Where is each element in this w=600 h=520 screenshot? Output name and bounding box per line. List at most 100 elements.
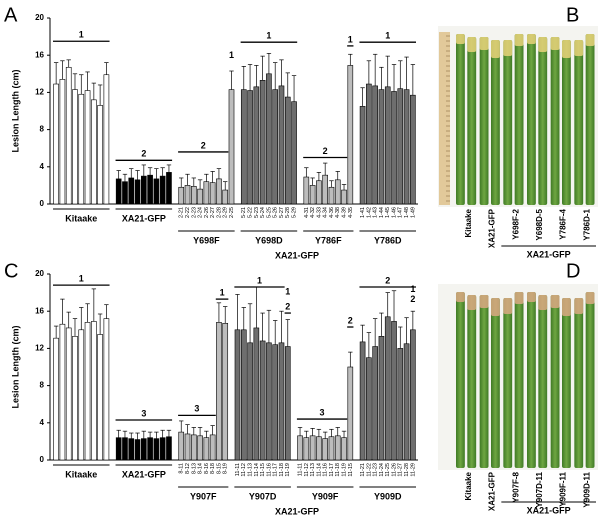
bar-label: 11-23 — [373, 463, 379, 477]
bar — [341, 437, 347, 461]
bar — [410, 94, 416, 205]
leaf — [562, 298, 571, 468]
leaf-tip — [456, 292, 465, 302]
y-tick-label: 16 — [35, 306, 44, 315]
bar — [115, 437, 122, 461]
bar-label: 11-19 — [341, 463, 347, 477]
significance-label: 1 — [220, 287, 225, 297]
panel-letter: A — [4, 4, 18, 26]
y-tick-label: 4 — [40, 418, 45, 427]
bar — [178, 431, 185, 461]
bar — [128, 177, 135, 205]
bar — [153, 438, 160, 461]
bar-label: 1-48 — [404, 207, 410, 218]
bar — [65, 66, 72, 205]
bar — [222, 189, 229, 205]
group-label: XA21-GFP — [122, 469, 166, 479]
significance-label: 1 — [79, 274, 84, 284]
bar-label: 5-25 — [266, 207, 272, 218]
group-caption: XA21-GFP — [275, 250, 319, 260]
bar-label: 4-31 — [304, 207, 310, 218]
y-tick-label: 8 — [40, 125, 45, 134]
bar — [316, 180, 322, 205]
bar-label: 1-43 — [373, 207, 379, 218]
leaf-tip — [585, 34, 595, 46]
y-tick-label: 20 — [35, 269, 44, 278]
bar — [53, 337, 59, 461]
bar-label: 11-17 — [329, 463, 335, 477]
leaf-tip — [550, 295, 560, 308]
leaf — [491, 40, 500, 205]
significance-label: 1 — [266, 31, 271, 41]
bar-label: 11-19 — [285, 463, 291, 477]
bar-label: 8-19 — [223, 463, 229, 474]
bar — [65, 327, 72, 461]
bar-label: 11-15 — [348, 463, 354, 477]
bar — [141, 175, 147, 205]
bar — [234, 329, 241, 461]
leaf — [491, 298, 500, 468]
bar-label: 4-32 — [310, 207, 316, 218]
bar — [384, 316, 391, 461]
bar-label: 11-13 — [310, 463, 316, 477]
bar — [259, 80, 266, 205]
leaf-tip — [514, 34, 524, 46]
bar — [266, 342, 272, 461]
leaf-tip — [467, 37, 477, 52]
bar — [309, 185, 316, 205]
leaf-tip — [503, 40, 513, 56]
y-tick-label: 16 — [35, 50, 44, 59]
group-label: Kitaake — [65, 213, 97, 223]
bar-label: 2-26 — [204, 207, 210, 218]
bar — [347, 65, 354, 205]
bar — [378, 89, 385, 205]
bar — [272, 344, 279, 461]
bar — [153, 178, 160, 205]
bar — [240, 329, 247, 461]
bar — [284, 96, 291, 205]
bar — [216, 178, 222, 205]
bar — [72, 336, 78, 461]
leaf-tip — [538, 295, 548, 310]
group-label: XA21-GFP — [122, 213, 166, 223]
bar-label: 8-16 — [204, 463, 210, 474]
bar — [328, 186, 335, 205]
bar — [78, 93, 85, 205]
photo-label: Kitaake — [464, 471, 473, 500]
significance-label: 2 — [348, 315, 353, 325]
leaf — [538, 295, 548, 468]
bar — [184, 185, 191, 205]
bar — [78, 329, 85, 461]
significance-label: 2 — [410, 294, 415, 304]
bar — [91, 99, 97, 205]
panel-letter: C — [4, 260, 18, 282]
significance-label: 2 — [285, 301, 290, 311]
bar — [403, 343, 410, 461]
bar-label: 11-22 — [366, 463, 372, 477]
significance-label: 3 — [194, 404, 199, 414]
photo-label: Y909F-11 — [559, 471, 568, 506]
bar — [316, 436, 322, 461]
leaf — [479, 295, 489, 468]
group-label: Y786D — [374, 235, 402, 245]
bar — [253, 327, 260, 461]
bar-label: 8-11 — [179, 463, 185, 474]
bar — [334, 435, 341, 461]
bar — [322, 174, 328, 205]
bar-label: 11-29 — [410, 463, 416, 477]
bar — [178, 186, 185, 205]
bar — [410, 329, 416, 461]
bar-label: 8-15 — [216, 463, 222, 474]
panel-letter: B — [566, 4, 579, 26]
y-axis-label: Lesion Length (cm) — [10, 69, 20, 152]
leaf-tip — [562, 298, 571, 316]
bar — [372, 346, 378, 461]
bar — [403, 89, 410, 205]
y-axis-label: Lesion Length (cm) — [10, 325, 20, 408]
significance-label: 1 — [79, 30, 84, 40]
bar — [159, 437, 166, 461]
bar-label: 4-33 — [316, 207, 322, 218]
bar-label: 11-26 — [391, 463, 397, 477]
leaf — [456, 292, 465, 468]
